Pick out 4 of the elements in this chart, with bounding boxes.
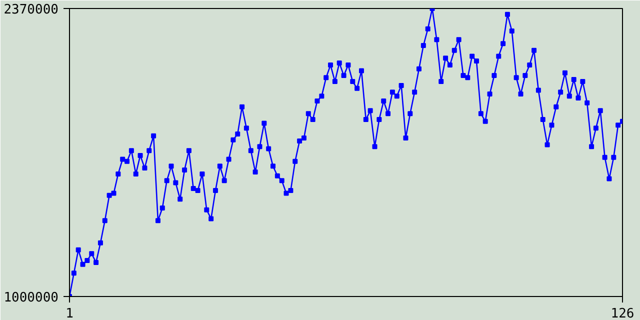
x-tick-label: 126: [610, 306, 634, 320]
y-tick-label: 1000000: [4, 290, 59, 306]
x-tick-label: 1: [66, 306, 74, 320]
y-tick-label: 2370000: [4, 2, 59, 18]
